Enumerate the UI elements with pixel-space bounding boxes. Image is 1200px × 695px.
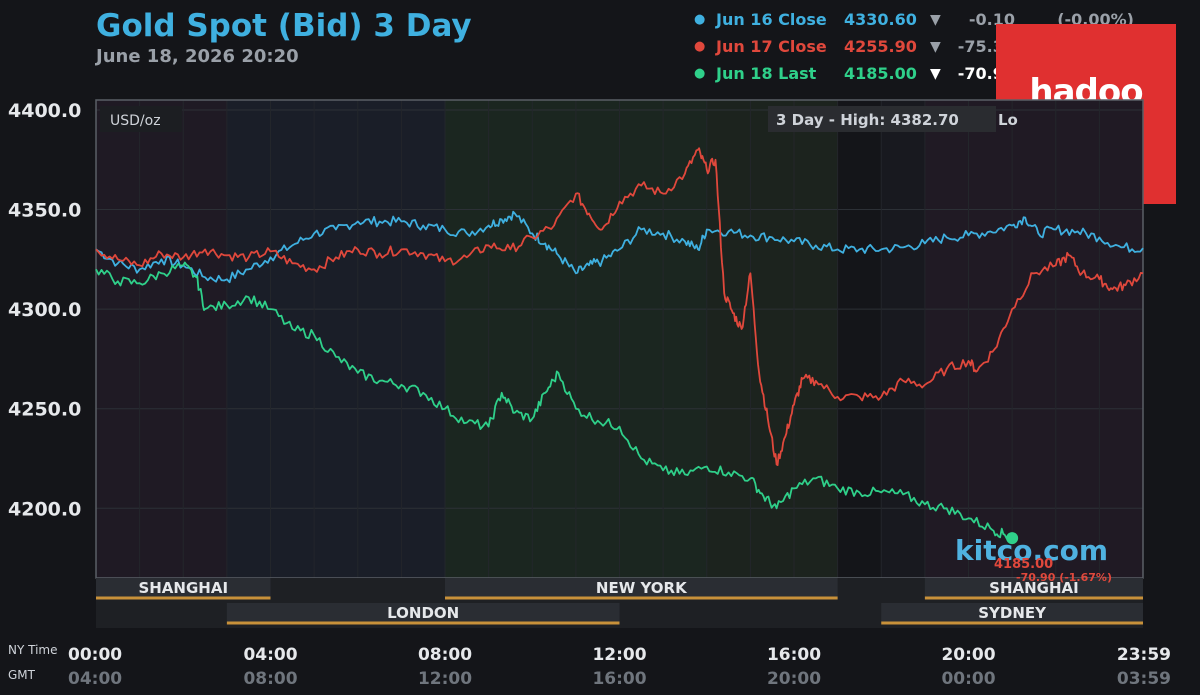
y-tick-label: 4250.0 [8, 399, 81, 421]
high-box [768, 106, 996, 132]
legend-name: Jun 17 Close [716, 37, 827, 56]
series-line [95, 210, 1144, 284]
x-tick-gmt: 00:00 [941, 669, 995, 689]
chart-title: Gold Spot (Bid) 3 Day [96, 8, 472, 44]
last-price-marker [1006, 532, 1019, 545]
session-shade [837, 100, 882, 578]
ny-time-label: NY Time [8, 643, 58, 657]
session-bar [445, 578, 838, 597]
session-bar [881, 603, 1143, 622]
x-tick-ny: 00:00 [68, 645, 122, 665]
legend-dot-icon: ● [694, 66, 706, 81]
x-tick-gmt: 20:00 [767, 669, 821, 689]
legend-value: 4255.90 [844, 37, 917, 56]
session-label: SYDNEY [978, 604, 1047, 622]
legend-name: Jun 16 Close [716, 10, 827, 29]
x-axis: 00:00 04:00 04:00 08:00 08:00 12:00 12:00 16:00… [68, 645, 1171, 689]
legend-dot-icon: ● [694, 39, 706, 54]
kitco-watermark: kitco.com [955, 534, 1108, 567]
session-shade [924, 100, 1143, 578]
y-tick-label: 4200.0 [8, 498, 81, 520]
series-line [95, 261, 1013, 541]
x-tick-ny: 16:00 [767, 645, 821, 665]
x-tick-gmt: 12:00 [418, 669, 472, 689]
legend-name: Jun 18 Last [716, 64, 817, 83]
y-tick-label: 4300.0 [8, 299, 81, 321]
three-day-high-label: 3 Day - High: 4382.70 [776, 111, 959, 129]
down-arrow-icon: ▼ [930, 12, 941, 28]
down-arrow-icon: ▼ [930, 39, 941, 55]
three-day-low-label: Lo [998, 111, 1018, 129]
session-bar [226, 603, 620, 622]
x-tick-gmt: 16:00 [592, 669, 646, 689]
x-tick-ny: 04:00 [243, 645, 297, 665]
unit-box [100, 106, 182, 132]
gmt-label: GMT [8, 668, 36, 682]
session-label: SHANGHAI [138, 579, 228, 597]
market-sessions: SHANGHAI NEW YORK SHANGHAI LONDON SYDNEY [96, 578, 1143, 628]
chart-date: June 18, 2026 20:20 [96, 46, 299, 67]
legend-dot-icon: ● [694, 12, 706, 27]
down-arrow-icon: ▼ [930, 66, 941, 82]
x-tick-gmt: 08:00 [243, 669, 297, 689]
legend-value: 4185.00 [844, 64, 917, 83]
x-tick-ny: 20:00 [941, 645, 995, 665]
x-tick-gmt: 04:00 [68, 669, 122, 689]
session-bar [96, 578, 271, 597]
y-axis: 4400.0 4350.0 4300.0 4250.0 4200.0 [8, 100, 81, 520]
session-shade [226, 100, 445, 578]
session-label: SHANGHAI [989, 579, 1079, 597]
session-label: NEW YORK [596, 579, 688, 597]
x-tick-ny: 23:59 [1117, 645, 1171, 665]
session-label: LONDON [387, 604, 459, 622]
session-shade [881, 100, 925, 578]
y-tick-label: 4400.0 [8, 100, 81, 122]
x-tick-ny: 08:00 [418, 645, 472, 665]
last-price-label: 4185.00 [994, 557, 1053, 572]
x-tick-ny: 12:00 [592, 645, 646, 665]
x-tick-gmt: 03:59 [1117, 669, 1171, 689]
last-change-label: -70.90 (-1.67%) [1016, 571, 1112, 584]
y-tick-label: 4350.0 [8, 200, 81, 222]
legend-value: 4330.60 [844, 10, 917, 29]
gridlines [96, 100, 1143, 578]
series-line [95, 147, 1144, 466]
session-shade [706, 100, 838, 578]
session-bar [924, 578, 1143, 597]
unit-label: USD/oz [110, 113, 161, 129]
session-shade [96, 100, 227, 578]
price-series [95, 147, 1144, 545]
